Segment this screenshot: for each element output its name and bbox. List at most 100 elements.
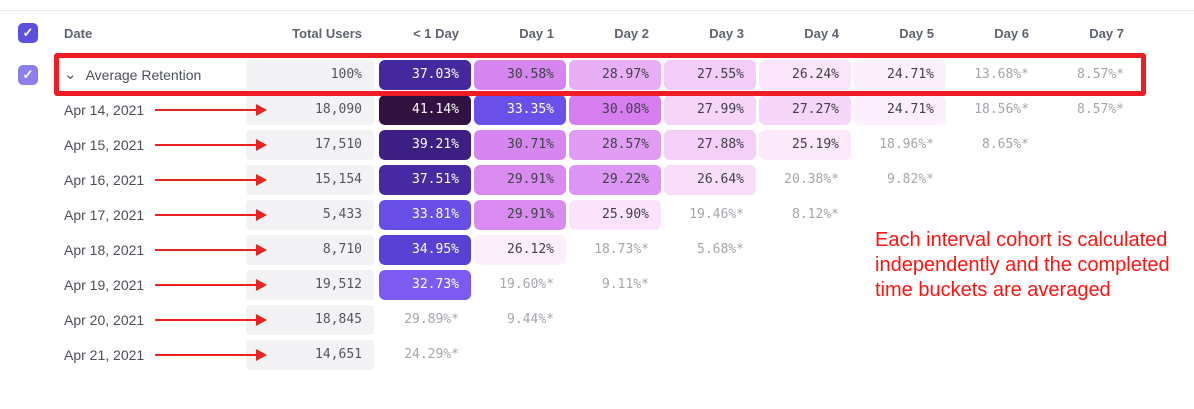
chevron-down-icon[interactable]: ⌄ <box>64 65 77 83</box>
table-row[interactable]: ✓ ⌄ Apr 14, 2021 18,090 41.14%33.35%30.0… <box>8 92 1139 127</box>
retention-cell[interactable]: 19.46%* <box>689 207 744 222</box>
retention-cell[interactable]: 26.24% <box>759 59 851 90</box>
retention-cell[interactable]: 37.03% <box>379 59 471 90</box>
row-date-cell: ⌄ Average Retention <box>48 67 246 83</box>
total-users-cell[interactable]: 14,651 <box>246 339 374 370</box>
table-row[interactable]: ✓ ⌄ Apr 16, 2021 15,154 37.51%29.91%29.2… <box>8 162 1139 197</box>
retention-cell[interactable]: 8.57%* <box>1077 67 1124 82</box>
retention-cell[interactable]: 29.91% <box>474 199 566 230</box>
column-header-day[interactable]: Day 7 <box>1089 25 1124 41</box>
retention-cell[interactable]: 18.56%* <box>974 102 1029 117</box>
retention-cell[interactable]: 8.65%* <box>982 137 1029 152</box>
retention-cell[interactable]: 24.29%* <box>404 347 459 362</box>
column-header-day[interactable]: < 1 Day <box>413 25 459 41</box>
row-date-cell: ⌄ Apr 15, 2021 <box>48 137 246 153</box>
retention-cell[interactable]: 25.19% <box>759 129 851 160</box>
row-date-cell: ⌄ Apr 16, 2021 <box>48 172 246 188</box>
row-date: Apr 20, 2021 <box>64 311 145 328</box>
row-cells: 37.03% 30.58% 28.97% 27.55% 26.24% 24.71% 13.6… <box>379 59 1139 90</box>
total-users-cell[interactable]: 100% <box>246 59 374 90</box>
retention-cell[interactable]: 18.73%* <box>594 242 649 257</box>
row-date-cell: ⌄ Apr 19, 2021 <box>48 277 246 293</box>
row-cells: 39.21% 30.71% 28.57% 27.88% 25.19% 18.96%* 8.6… <box>379 129 1139 160</box>
retention-cell[interactable]: 24.71% <box>854 59 946 90</box>
check-icon: ✓ <box>22 25 34 40</box>
row-cells: 34.95% 26.12% 18.73%* 5.68%* <box>379 234 1139 265</box>
retention-cell[interactable]: 39.21% <box>379 129 471 160</box>
retention-cell[interactable]: 41.14% <box>379 94 471 125</box>
retention-cell[interactable]: 28.97% <box>569 59 661 90</box>
retention-cell[interactable]: 5.68%* <box>697 242 744 257</box>
total-users-cell[interactable]: 18,845 <box>246 304 374 335</box>
table-row[interactable]: ✓ ⌄ Apr 20, 2021 18,845 29.89%*9.44%* <box>8 302 1139 337</box>
row-date: Apr 15, 2021 <box>64 136 145 153</box>
row-date-cell: ⌄ Apr 17, 2021 <box>48 207 246 223</box>
row-cells: 41.14% 33.35% 30.08% 27.99% 27.27% 24.71% 18.5… <box>379 94 1139 125</box>
retention-cell[interactable]: 18.96%* <box>879 137 934 152</box>
row-cells: 29.89%* 9.44%* <box>379 305 1139 335</box>
total-users-cell[interactable]: 17,510 <box>246 129 374 160</box>
retention-cell[interactable]: 37.51% <box>379 164 471 195</box>
table-header: ✓ Date Total Users < 1 Day Day 1 Day 2 Day … <box>8 11 1139 55</box>
day-column-headers: < 1 Day Day 1 Day 2 Day 3 Day 4 Day 5 Day 6 Day… <box>379 26 1139 41</box>
row-date-cell: ⌄ Apr 21, 2021 <box>48 347 246 363</box>
column-header-date[interactable]: Date <box>64 25 93 41</box>
retention-cell[interactable]: 9.44%* <box>507 312 554 327</box>
column-header-day[interactable]: Day 4 <box>804 25 839 41</box>
row-cells: 32.73% 19.60%* 9.11%* <box>379 269 1139 300</box>
retention-cell[interactable]: 34.95% <box>379 234 471 265</box>
retention-cell[interactable]: 33.35% <box>474 94 566 125</box>
retention-cell[interactable]: 29.89%* <box>404 312 459 327</box>
retention-cell[interactable]: 32.73% <box>379 269 471 300</box>
retention-cell[interactable]: 26.12% <box>474 234 566 265</box>
retention-cell[interactable]: 27.99% <box>664 94 756 125</box>
retention-cell[interactable]: 29.91% <box>474 164 566 195</box>
table-row[interactable]: ✓ ⌄ Apr 17, 2021 5,433 33.81%29.91%25.90… <box>8 197 1139 232</box>
retention-cell[interactable]: 8.57%* <box>1077 102 1124 117</box>
total-users-cell[interactable]: 19,512 <box>246 269 374 300</box>
table-row[interactable]: ✓ ⌄ Apr 21, 2021 14,651 24.29%* <box>8 337 1139 372</box>
retention-cell[interactable]: 9.11%* <box>602 277 649 292</box>
retention-cell[interactable]: 25.90% <box>569 199 661 230</box>
column-header-day[interactable]: Day 5 <box>899 25 934 41</box>
row-cells: 33.81% 29.91% 25.90% 19.46%* 8.12%* <box>379 199 1139 230</box>
row-date-cell: ⌄ Apr 18, 2021 <box>48 242 246 258</box>
retention-cell[interactable]: 24.71% <box>854 94 946 125</box>
retention-cell[interactable]: 30.58% <box>474 59 566 90</box>
column-header-total-users[interactable]: Total Users <box>292 25 362 41</box>
row-date: Apr 19, 2021 <box>64 276 145 293</box>
column-header-day[interactable]: Day 6 <box>994 25 1029 41</box>
row-date: Average Retention <box>85 66 202 83</box>
table-row[interactable]: ✓ ⌄ Average Retention 100% 37.03% 30.58% 2… <box>8 53 1146 96</box>
retention-cell[interactable]: 27.88% <box>664 129 756 160</box>
retention-cell[interactable]: 30.08% <box>569 94 661 125</box>
retention-cell[interactable]: 33.81% <box>379 199 471 230</box>
total-users-cell[interactable]: 5,433 <box>246 199 374 230</box>
retention-cell[interactable]: 20.38%* <box>784 172 839 187</box>
retention-cell[interactable]: 30.71% <box>474 129 566 160</box>
retention-cell[interactable]: 28.57% <box>569 129 661 160</box>
row-date: Apr 16, 2021 <box>64 171 145 188</box>
total-users-cell[interactable]: 18,090 <box>246 94 374 125</box>
row-checkbox[interactable]: ✓ <box>18 64 38 85</box>
check-icon: ✓ <box>22 66 34 82</box>
select-all-checkbox[interactable]: ✓ <box>18 23 38 43</box>
retention-cell[interactable]: 13.68%* <box>974 67 1029 82</box>
retention-cell[interactable]: 27.27% <box>759 94 851 125</box>
row-cells: 24.29%* <box>379 340 1139 370</box>
total-users-cell[interactable]: 8,710 <box>246 234 374 265</box>
total-users-cell[interactable]: 15,154 <box>246 164 374 195</box>
retention-cell[interactable]: 8.12%* <box>792 207 839 222</box>
retention-cell[interactable]: 19.60%* <box>499 277 554 292</box>
retention-cell[interactable]: 27.55% <box>664 59 756 90</box>
column-header-day[interactable]: Day 1 <box>519 25 554 41</box>
row-date: Apr 14, 2021 <box>64 101 145 118</box>
column-header-day[interactable]: Day 2 <box>614 25 649 41</box>
table-row[interactable]: ✓ ⌄ Apr 18, 2021 8,710 34.95%26.12%18.73… <box>8 232 1139 267</box>
retention-cell[interactable]: 29.22% <box>569 164 661 195</box>
retention-cell[interactable]: 9.82%* <box>887 172 934 187</box>
table-row[interactable]: ✓ ⌄ Apr 15, 2021 17,510 39.21%30.71%28.5… <box>8 127 1139 162</box>
table-body: ✓ ⌄ Average Retention 100% 37.03% 30.58% 2… <box>8 53 1146 372</box>
column-header-day[interactable]: Day 3 <box>709 25 744 41</box>
retention-cell[interactable]: 26.64% <box>664 164 756 195</box>
